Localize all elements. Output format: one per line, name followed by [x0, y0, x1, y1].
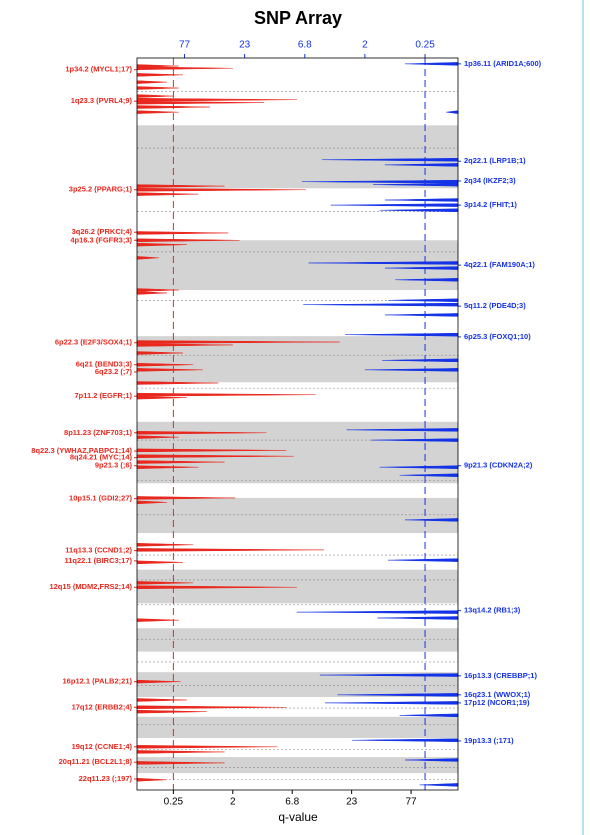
peak-label: 16p13.3 (CREBBP;1)	[464, 671, 537, 680]
chart-title: SNP Array	[254, 8, 342, 28]
chromosome-band	[137, 240, 458, 291]
peak-label: 13q14.2 (RB1;3)	[464, 606, 521, 615]
x2-tick-label: 23	[239, 40, 251, 51]
profile-spike	[296, 610, 459, 614]
profile-spike	[379, 208, 459, 213]
profile-spike	[136, 100, 264, 105]
x2-tick-label: 2	[362, 40, 368, 51]
x-tick-label: 77	[405, 797, 417, 808]
profile-spike	[344, 332, 459, 337]
chromosome-band	[137, 628, 458, 652]
profile-spike	[384, 198, 459, 202]
profile-spike	[136, 291, 168, 295]
profile-spike	[136, 94, 174, 98]
profile-spike	[136, 548, 324, 552]
chromosome-band	[137, 497, 458, 534]
peak-label: 6q23.2 (;7)	[95, 367, 133, 376]
profile-spike	[136, 560, 183, 565]
profile-spike	[136, 618, 179, 622]
profile-spike	[136, 698, 187, 702]
peak-label: 20q11.21 (BCL2L1;8)	[59, 757, 133, 766]
profile-spike	[387, 298, 459, 303]
peak-label: 6q21 (BEND3;3)	[76, 360, 133, 369]
peak-label: 8p11.23 (ZNF703;1)	[64, 428, 132, 437]
profile-spike	[136, 80, 168, 84]
peak-label: 3p25.2 (PPARG;1)	[69, 185, 133, 194]
profile-spike	[136, 395, 187, 400]
profile-spike	[387, 558, 459, 562]
profile-spike	[136, 66, 233, 71]
plot-frame	[136, 57, 459, 791]
peak-label: 6p25.3 (FOXQ1;10)	[464, 332, 531, 341]
profile-spike	[404, 62, 459, 66]
peak-label: 19p13.3 (;171)	[464, 736, 514, 745]
profile-spike	[352, 738, 459, 742]
peak-label: 2q22.1 (LRP1B;1)	[464, 156, 526, 165]
x-tick-label: 23	[346, 797, 358, 808]
profile-spike	[399, 713, 459, 718]
profile-spike	[136, 709, 207, 714]
peak-label: 9p21.3 (CDKN2A;2)	[464, 461, 533, 470]
x-tick-label: 0.25	[164, 797, 184, 808]
peak-label: 3q26.2 (PRKCI;4)	[72, 227, 133, 236]
peak-label: 10p15.1 (GDI2;27)	[69, 494, 132, 503]
profile-spike	[136, 777, 168, 782]
profile-spike	[136, 231, 229, 235]
chromosome-band	[137, 421, 458, 484]
peak-label: 5q11.2 (PDE4D;3)	[464, 301, 526, 310]
profile-spike	[377, 616, 459, 620]
profile-spike	[303, 302, 459, 307]
peak-label: 8q22.3 (YWHAZ,PABPC1;14)	[31, 446, 132, 455]
x-tick-label: 2	[230, 797, 236, 808]
chromosome-band	[137, 125, 458, 189]
profile-spike	[136, 750, 225, 754]
profile-spike	[136, 86, 179, 90]
peak-label: 16q23.1 (WWOX;1)	[464, 690, 531, 699]
profile-spike	[136, 745, 278, 749]
profile-spike	[136, 543, 194, 547]
profile-spike	[136, 97, 297, 102]
profile-spike	[325, 701, 459, 705]
profile-spike	[136, 188, 306, 192]
x2-tick-label: 6.8	[298, 40, 312, 51]
x2-tick-label: 0.25	[415, 40, 435, 51]
profile-spike	[446, 110, 459, 114]
peak-label: 1p36.11 (ARID1A;600)	[464, 59, 542, 68]
chromosome-band	[137, 716, 458, 739]
peak-label: 6p22.3 (E2F3/SOX4;1)	[55, 338, 133, 347]
profile-spike	[136, 392, 316, 397]
peak-label: 19q12 (CCNE1;4)	[72, 742, 133, 751]
profile-spike	[136, 192, 199, 196]
profile-spike	[136, 73, 183, 77]
peak-label: 8q24.21 (MYC;14)	[70, 453, 133, 462]
peak-label: 12q15 (MDM2,FRS2;14)	[49, 582, 132, 591]
peak-label: 2q34 (IKZF2;3)	[464, 176, 516, 185]
x2-tick-label: 77	[179, 40, 191, 51]
peak-label: 9p21.3 (;6)	[95, 461, 133, 470]
peak-label: 17q12 (ERBB2;4)	[72, 702, 133, 711]
x-axis-label: q-value	[278, 810, 318, 824]
profile-spike	[136, 110, 179, 114]
peak-label: 11q22.1 (BIRC3;17)	[64, 556, 132, 565]
profile-spike	[384, 313, 459, 317]
chromosome-band	[137, 336, 458, 383]
peak-label: 1q23.3 (PVRL4;9)	[71, 96, 133, 105]
peak-label: 3p14.2 (FHIT;1)	[464, 200, 517, 209]
peak-label: 17p12 (NCOR1;19)	[464, 698, 530, 707]
peak-label: 4q22.1 (FAM190A;1)	[464, 260, 535, 269]
x-tick-label: 6.8	[285, 797, 299, 808]
peak-label: 16p12.1 (PALB2;21)	[63, 677, 133, 686]
chromosome-band	[137, 757, 458, 774]
profile-spike	[330, 203, 459, 207]
peak-label: 7p11.2 (EGFR;1)	[74, 391, 132, 400]
profile-spike	[136, 705, 287, 710]
peak-label: 4p16.3 (FGFR3;3)	[70, 235, 132, 244]
chromosome-band	[137, 672, 458, 698]
peak-label: 11q13.3 (CCND1;2)	[65, 546, 132, 555]
peak-label: 1p34.2 (MYCL1;17)	[65, 65, 132, 74]
peak-label: 22q11.23 (;197)	[79, 774, 133, 783]
